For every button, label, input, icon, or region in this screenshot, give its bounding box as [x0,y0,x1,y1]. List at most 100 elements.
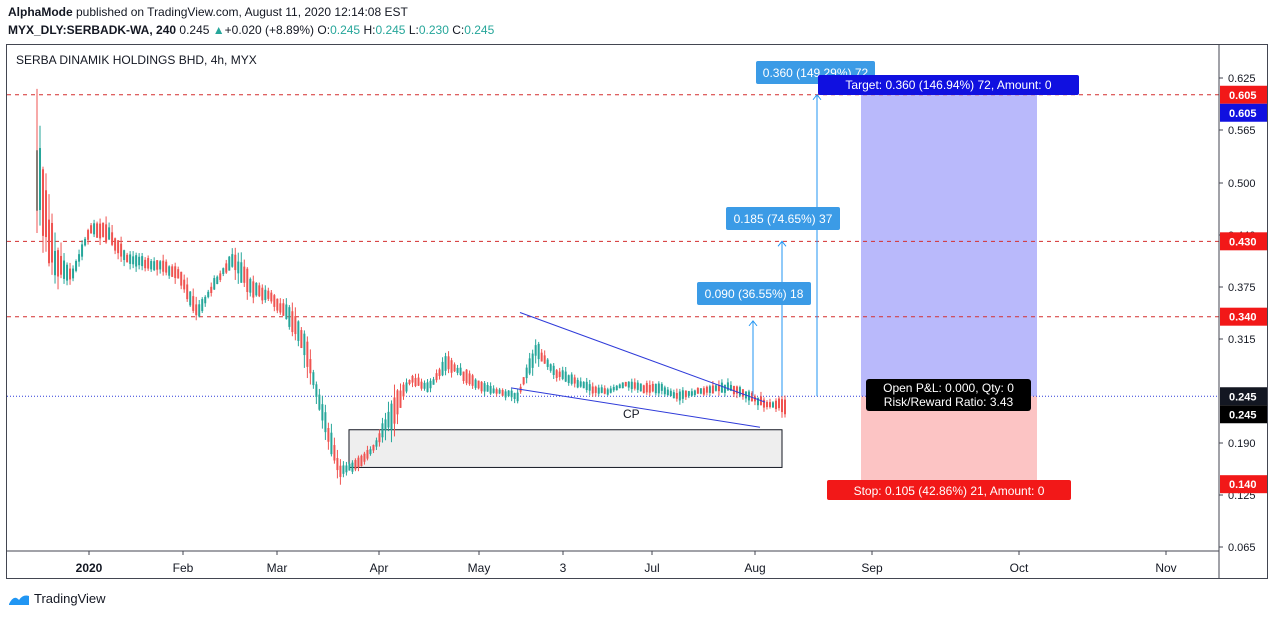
candle-body [594,386,597,393]
axis-price-label: 0.605 [1229,108,1257,120]
candle-body [90,225,93,234]
candle-body [528,358,531,374]
candle-body [615,385,618,391]
candle-body [723,384,726,393]
support-box-layer [348,429,783,468]
stop-label: Stop: 0.105 (42.86%) 21, Amount: 0 [854,484,1045,498]
support-box [348,429,783,468]
candle-body [327,428,330,442]
candle-body [708,386,711,393]
candle-body [784,399,786,415]
low-label: L: [408,23,419,37]
candle-body [531,353,534,368]
candle-body [228,256,231,271]
pnl-box [866,379,1031,411]
candle-body [396,390,399,415]
candle-body [711,385,714,394]
wedge-upper-trendline[interactable] [519,312,766,403]
candle-body [576,379,579,388]
candle-body [240,262,243,283]
candle-body [153,261,156,271]
candle-body [726,382,729,391]
candle-body [408,379,411,384]
candle-body [498,389,501,394]
candle-body [231,254,234,267]
candle-body [81,244,84,257]
candle-body [357,457,360,468]
candle-body [171,266,174,277]
candle-body [447,356,450,370]
candle-body [702,388,705,395]
y-tick-label: 0.625 [1228,73,1256,85]
axis-price-badge [1220,387,1267,406]
candle-body [315,384,318,397]
candle-body [351,462,354,472]
wedge-lower-trendline[interactable] [510,387,761,428]
candle-body [621,382,624,389]
candle-body [756,397,759,406]
candle-body [339,465,342,477]
candle-body [609,388,612,393]
target-label: Target: 0.360 (146.94%) 72, Amount: 0 [845,78,1051,92]
candle-body [411,375,414,383]
candle-body [222,268,225,275]
candle-body [546,359,549,367]
candle-body [483,383,486,392]
candle-body [282,303,285,316]
published-text: published on TradingView.com, August 11,… [72,5,408,19]
candle-body [687,391,690,396]
candle-body [459,367,462,376]
projection-badge [697,282,811,305]
candle-body [54,250,57,276]
candle-body [237,261,240,274]
candle-body [72,268,75,279]
candle-body [777,398,780,409]
candle-body [48,219,51,264]
candle-body [60,255,63,275]
candle-body [618,384,621,389]
candle-body [366,450,369,459]
close-value: 0.245 [464,23,495,37]
candle-body [165,261,168,273]
author-name[interactable]: AlphaMode [8,5,73,19]
candle-body [39,148,42,211]
candle-body [771,402,774,408]
y-tick-label: 0.315 [1228,334,1256,346]
candle-body [321,404,324,421]
candle-body [105,224,108,243]
candle-body [705,386,708,393]
high-value: 0.245 [375,23,406,37]
candle-body [78,254,81,262]
x-tick-label: Jul [644,561,659,575]
candle-body [600,387,603,393]
last-price: 0.245 [179,23,210,37]
candle-body [537,343,540,360]
candle-body [342,465,345,474]
candle-body [213,278,216,290]
candle-body [684,390,687,398]
tradingview-footer[interactable]: TradingView [8,591,106,606]
candle-body [591,386,594,394]
axis-price-label: 0.140 [1229,479,1257,491]
candle-body [564,371,567,382]
projection-label: 0.185 (74.65%) 37 [734,212,833,226]
cp-annotation: CP [623,407,640,421]
candle-body [102,222,105,237]
candle-body [552,365,555,375]
candle-body [162,260,165,272]
candle-body [246,268,249,293]
candle-body [369,449,372,455]
candle-body [675,393,678,399]
candle-body [504,391,507,398]
candle-body [729,384,732,391]
candle-body [111,232,114,245]
candle-body [207,291,210,298]
y-tick-label: 0.500 [1228,178,1256,190]
candle-body [522,377,525,385]
candle-body [216,276,219,284]
x-tick-label: 2020 [76,561,103,575]
candle-body [441,361,444,376]
candle-body [735,386,738,394]
candle-body [336,458,339,471]
